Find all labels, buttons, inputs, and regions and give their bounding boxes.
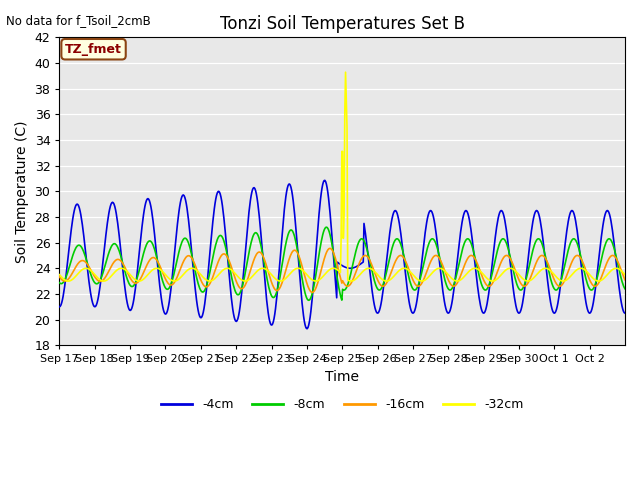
Title: Tonzi Soil Temperatures Set B: Tonzi Soil Temperatures Set B	[220, 15, 465, 33]
Y-axis label: Soil Temperature (C): Soil Temperature (C)	[15, 120, 29, 263]
Legend: -4cm, -8cm, -16cm, -32cm: -4cm, -8cm, -16cm, -32cm	[156, 393, 529, 416]
Text: No data for f_Tsoil_2cmB: No data for f_Tsoil_2cmB	[6, 14, 151, 27]
X-axis label: Time: Time	[325, 370, 359, 384]
Text: TZ_fmet: TZ_fmet	[65, 43, 122, 56]
